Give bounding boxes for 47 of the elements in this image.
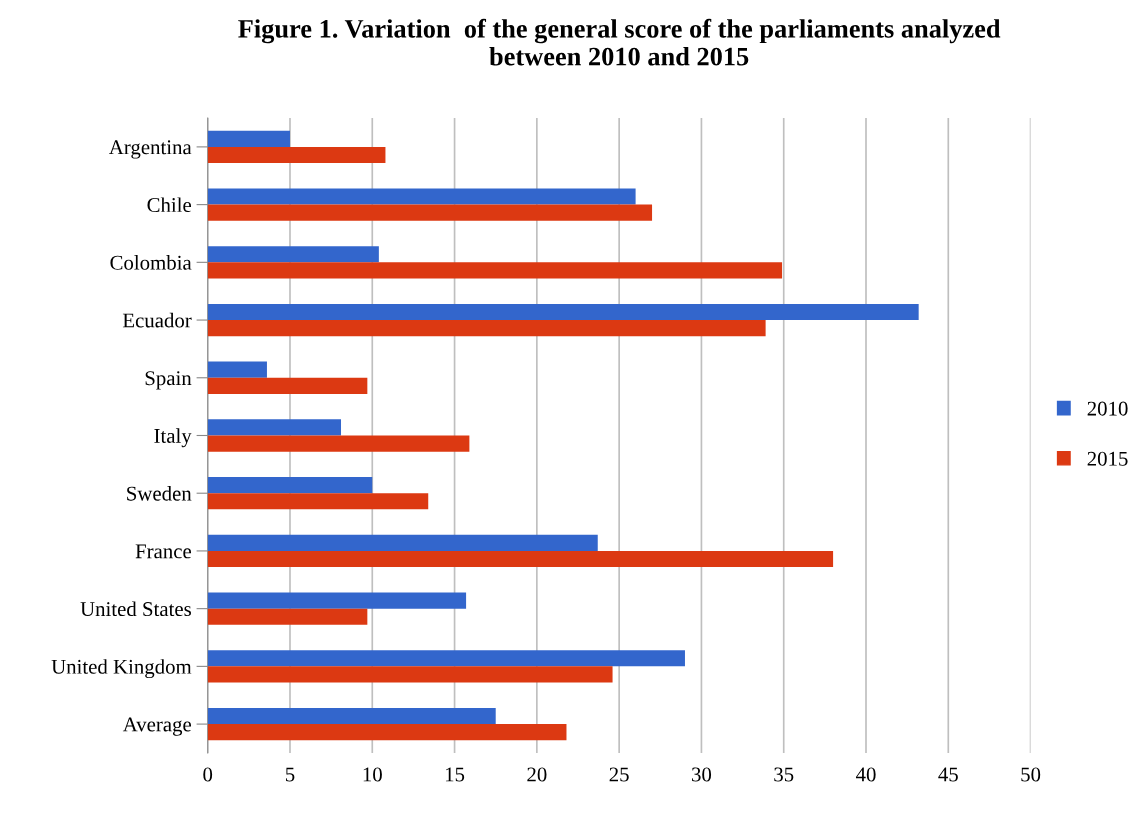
x-tick-label: 45: [938, 767, 958, 782]
y-tick-label: Spain: [145, 371, 192, 390]
bar: [207, 146, 386, 164]
bar: [207, 493, 429, 510]
x-tick-label: 15: [445, 767, 465, 782]
x-tick-label: 40: [856, 767, 876, 782]
x-tick-label: 5: [286, 767, 295, 782]
y-tick-label: Argentina: [109, 140, 192, 159]
bar: [207, 130, 290, 147]
bar: [207, 320, 766, 337]
x-tick-label: 10: [363, 767, 382, 782]
y-tick-label: Ecuador: [122, 312, 192, 328]
y-tick-label: United States: [80, 601, 191, 617]
bar: [207, 419, 342, 436]
y-tick-label: Average: [122, 717, 192, 736]
y-tick-label: France: [135, 544, 192, 559]
y-tick-label: Chile: [147, 197, 192, 213]
bar: [207, 550, 834, 568]
bar: [207, 650, 685, 667]
legend-label: 2010: [1087, 401, 1128, 416]
bar: [207, 262, 783, 279]
bar: [207, 204, 653, 221]
x-tick-label: 25: [609, 767, 629, 782]
bar: [207, 188, 636, 205]
bar: [207, 303, 919, 321]
bar: [207, 666, 613, 683]
bar: [207, 361, 267, 378]
bar: [207, 608, 368, 625]
x-tick-label: 0: [203, 767, 213, 782]
y-tick-label: Italy: [154, 428, 192, 448]
y-tick-label: Sweden: [127, 485, 192, 501]
bar: [207, 534, 598, 551]
x-tick-label: 30: [692, 767, 712, 782]
legend-label: 2015: [1087, 451, 1128, 466]
bar: [207, 724, 567, 741]
x-tick-label: 35: [774, 767, 794, 782]
y-tick-label: United Kingdom: [51, 659, 192, 679]
y-tick-label: Colombia: [110, 255, 192, 270]
chart-title: Figure 1. Variation of the general score of the parliaments analyzed between 2010 and 2015: [238, 18, 1001, 66]
bar: [207, 246, 379, 263]
x-tick-label: 20: [527, 767, 547, 782]
bar: [207, 592, 467, 609]
bar: [207, 377, 368, 394]
x-tick-label: 50: [1021, 767, 1041, 782]
bar: [207, 477, 373, 494]
bar: [207, 435, 470, 452]
bar: [207, 707, 496, 725]
